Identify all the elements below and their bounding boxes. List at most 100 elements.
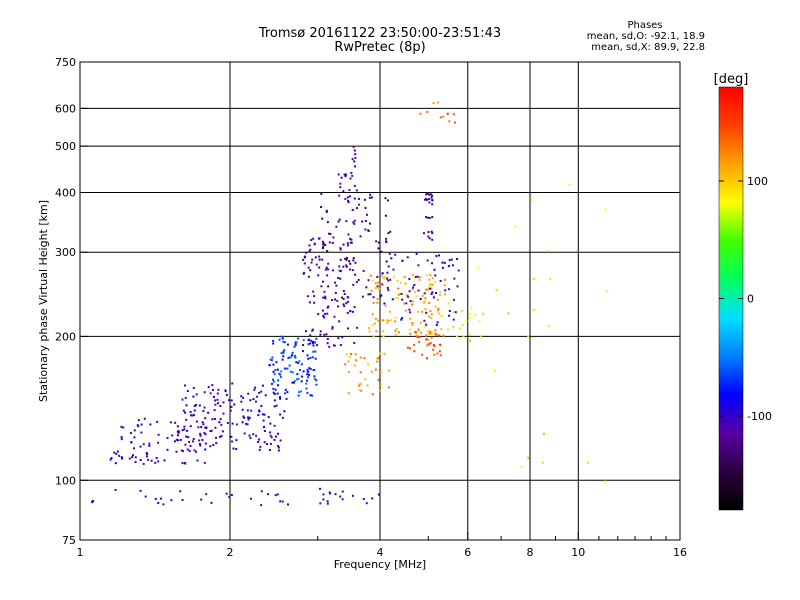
data-point xyxy=(205,493,208,496)
data-point xyxy=(296,373,299,376)
data-point xyxy=(401,298,404,301)
data-point xyxy=(426,357,429,360)
data-point xyxy=(235,448,238,451)
data-point xyxy=(348,268,351,271)
data-point xyxy=(416,335,419,338)
data-point xyxy=(313,368,316,371)
data-point xyxy=(183,425,186,428)
data-point xyxy=(317,237,320,240)
data-point xyxy=(439,279,442,282)
data-point xyxy=(189,444,192,447)
data-point xyxy=(260,490,263,493)
data-point xyxy=(428,201,431,204)
data-point xyxy=(352,221,355,224)
data-point xyxy=(174,421,177,424)
data-point xyxy=(191,414,194,417)
data-point xyxy=(440,314,443,317)
grid-lines xyxy=(80,62,680,540)
data-point xyxy=(409,317,412,320)
data-point xyxy=(325,210,328,213)
data-point xyxy=(290,354,293,357)
data-point xyxy=(302,350,305,353)
data-point xyxy=(514,225,517,228)
data-point xyxy=(267,493,270,496)
data-point xyxy=(326,274,329,277)
data-point xyxy=(352,145,355,148)
data-point xyxy=(384,214,387,217)
data-point xyxy=(287,356,290,359)
data-point xyxy=(311,341,314,344)
data-point xyxy=(228,399,231,402)
data-point xyxy=(399,292,402,295)
data-point xyxy=(306,295,309,298)
data-point xyxy=(367,230,370,233)
data-point xyxy=(335,284,338,287)
data-point xyxy=(345,302,348,305)
data-point xyxy=(269,434,272,437)
data-point xyxy=(387,232,390,235)
data-point xyxy=(218,421,221,424)
data-point xyxy=(176,425,179,428)
data-point xyxy=(468,340,471,343)
data-point xyxy=(349,310,352,313)
data-point xyxy=(328,491,331,494)
data-point xyxy=(377,493,380,496)
data-point xyxy=(347,360,350,363)
data-point xyxy=(347,392,350,395)
data-point xyxy=(249,436,252,439)
data-point xyxy=(277,446,280,449)
data-point xyxy=(338,194,341,197)
data-point xyxy=(327,285,330,288)
data-point xyxy=(428,197,431,200)
data-point xyxy=(347,300,350,303)
data-point xyxy=(277,432,280,435)
data-point xyxy=(146,453,149,456)
data-point xyxy=(412,286,415,289)
data-point xyxy=(342,297,345,300)
x-tick-label: 10 xyxy=(571,546,585,559)
data-point xyxy=(404,283,407,286)
data-point xyxy=(387,279,390,282)
data-point xyxy=(306,391,309,394)
data-point xyxy=(405,294,408,297)
data-point xyxy=(408,277,411,280)
data-point xyxy=(392,268,395,271)
data-point xyxy=(255,434,258,437)
data-point xyxy=(300,363,303,366)
data-point xyxy=(177,430,180,433)
data-point xyxy=(279,373,282,376)
data-point xyxy=(195,404,198,407)
data-point xyxy=(333,298,336,301)
data-point xyxy=(344,257,347,260)
data-point xyxy=(220,435,223,438)
data-point xyxy=(439,294,442,297)
data-point xyxy=(263,441,266,444)
data-point xyxy=(182,409,185,412)
data-point xyxy=(434,292,437,295)
data-point xyxy=(425,197,428,200)
data-point xyxy=(415,295,418,298)
data-point xyxy=(319,330,322,333)
data-point xyxy=(325,266,328,269)
data-point xyxy=(216,392,219,395)
data-point xyxy=(185,404,188,407)
data-point xyxy=(363,357,366,360)
data-point xyxy=(331,269,334,272)
data-point xyxy=(312,350,315,353)
data-point xyxy=(455,257,458,260)
data-point xyxy=(480,334,483,337)
data-point xyxy=(302,258,305,261)
data-point xyxy=(390,257,393,260)
data-point xyxy=(357,278,360,281)
data-point xyxy=(279,439,282,442)
data-point xyxy=(137,419,140,422)
data-point xyxy=(233,403,236,406)
data-point xyxy=(432,296,435,299)
data-point xyxy=(382,277,385,280)
data-point xyxy=(272,342,275,345)
data-point xyxy=(283,410,286,413)
data-point xyxy=(456,285,459,288)
data-point xyxy=(247,416,250,419)
data-point xyxy=(254,400,257,403)
data-point xyxy=(302,344,305,347)
